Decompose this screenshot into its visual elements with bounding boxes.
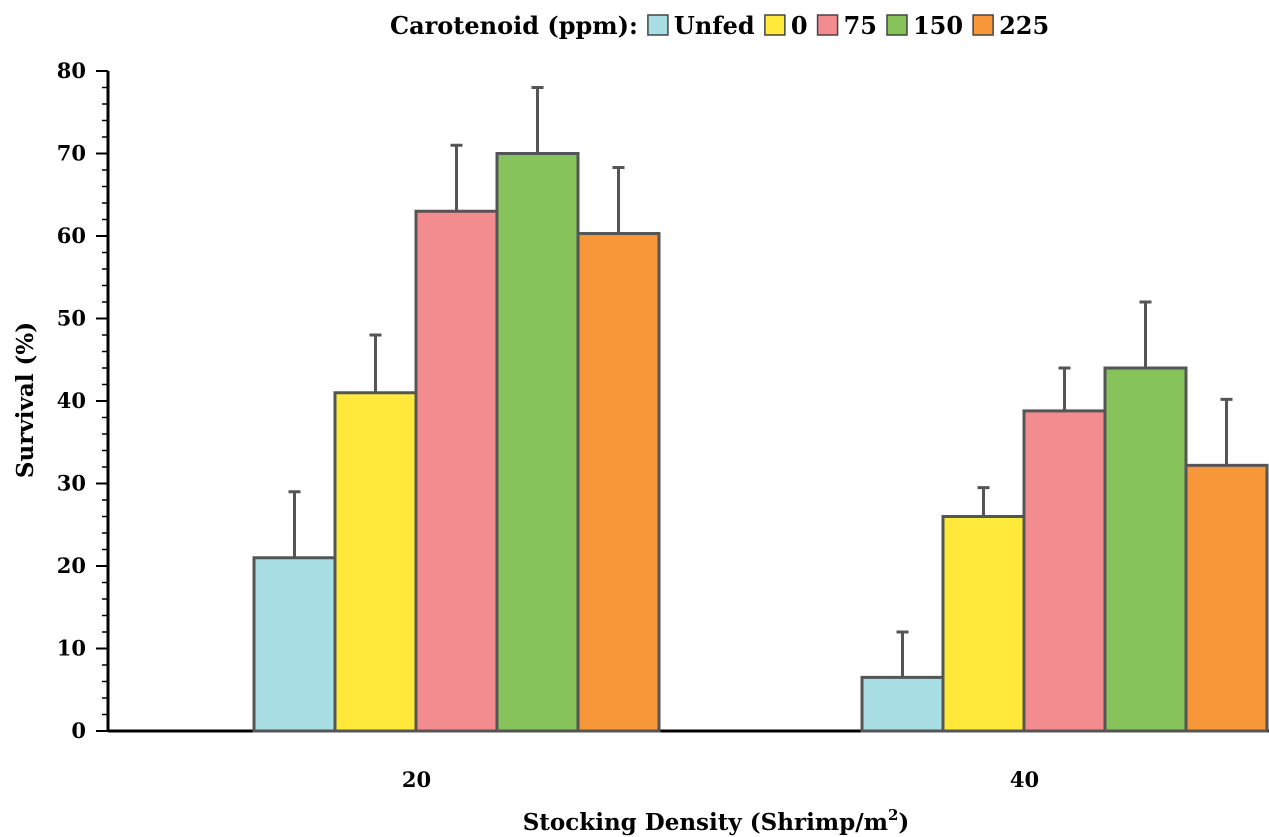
bar-150-40	[1103, 366, 1188, 733]
legend-swatch-0	[764, 14, 786, 36]
bars	[252, 152, 1269, 733]
y-tick-label: 70	[57, 141, 86, 166]
x-tick-label-40: 40	[1010, 767, 1039, 792]
bar-unfed-20	[252, 556, 337, 733]
legend-swatch-unfed	[647, 14, 669, 36]
legend-label-75: 75	[844, 11, 877, 40]
y-tick-label: 50	[57, 306, 86, 331]
legend-title: Carotenoid (ppm):	[390, 11, 638, 40]
y-axis-title: Survival (%)	[12, 322, 39, 478]
legend-label-225: 225	[999, 11, 1049, 40]
y-tick-label: 20	[57, 553, 86, 578]
legend: Carotenoid (ppm): Unfed 0 75 150 225	[390, 11, 1049, 40]
bar-0-40	[941, 515, 1026, 733]
y-tick-label: 60	[57, 223, 86, 248]
legend-swatch-75	[816, 14, 839, 36]
bar-225-40	[1184, 463, 1269, 733]
y-tick-label: 10	[57, 636, 86, 661]
x-axis-title-superscript: 2	[888, 806, 898, 824]
bar-225-20	[576, 232, 661, 733]
y-tick-label: 30	[57, 471, 86, 496]
bar-150-20	[495, 152, 580, 733]
error-bars	[288, 86, 1233, 678]
legend-swatch-225	[972, 14, 994, 36]
y-tick-label: 0	[71, 718, 86, 743]
x-tick-label-20: 20	[402, 767, 431, 792]
legend-label-unfed: Unfed	[674, 11, 755, 40]
bar-75-40	[1022, 409, 1107, 733]
legend-label-0: 0	[791, 11, 808, 40]
bar-75-20	[414, 209, 499, 733]
legend-swatch-150	[886, 14, 908, 36]
legend-label-150: 150	[913, 11, 963, 40]
y-tick-label: 40	[57, 388, 86, 413]
x-axis-title-end: )	[898, 809, 909, 836]
bar-unfed-40	[860, 675, 945, 733]
bar-0-20	[333, 391, 418, 733]
x-axis-title-main: Stocking Density (Shrimp/m	[523, 809, 888, 836]
x-axis-title: Stocking Density (Shrimp/m2)	[523, 806, 910, 836]
y-tick-label: 80	[57, 58, 86, 83]
